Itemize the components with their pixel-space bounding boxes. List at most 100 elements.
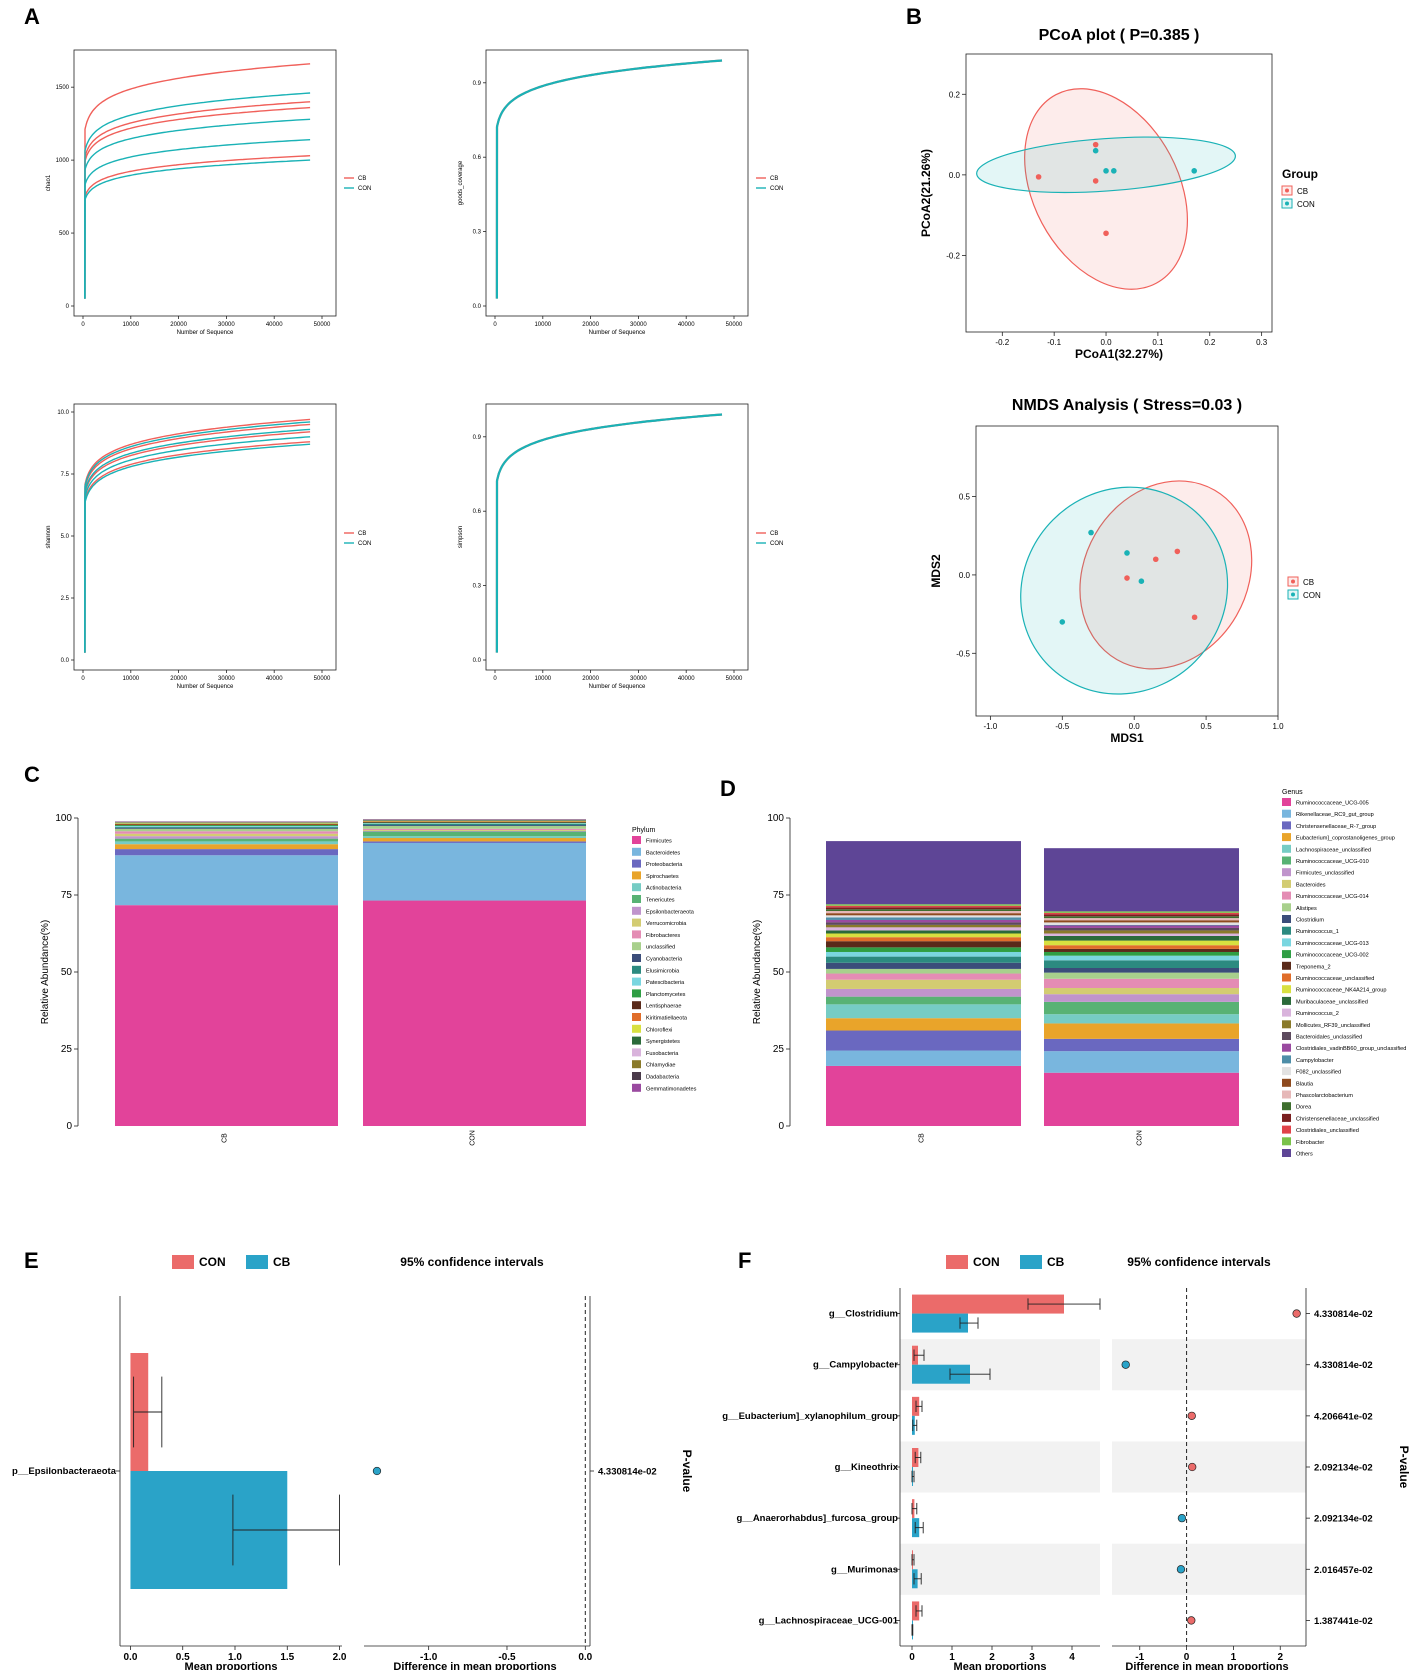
plot-frame [486,404,748,670]
legend-swatch [1282,810,1291,818]
legend-label-cb: CB [770,176,778,182]
legend-label: Bacteroidetes [646,850,680,856]
legend-swatch [1282,1102,1291,1110]
legend-swatch [1282,927,1291,935]
point-cb [1036,174,1042,180]
legend-swatch [632,836,641,844]
legend-label: Ruminococcaceae_UCG-014 [1296,894,1369,900]
legend-swatch [632,978,641,986]
legend-swatch [1282,845,1291,853]
bar-segment [826,915,1021,917]
point-con [1093,148,1099,154]
bar-segment [115,823,338,824]
legend-label: Muribaculaceae_unclassified [1296,999,1368,1005]
bar-segment [115,824,338,825]
x-tick-label: 1.0 [1272,722,1284,731]
bar-segment [826,925,1021,927]
point-con [1139,578,1145,584]
legend-swatch [632,989,641,997]
x-tick-label: 50000 [726,322,743,328]
ellipse-con [978,444,1270,736]
legend-label: Ruminococcaceae_NK4A214_group [1296,988,1387,994]
cb-curve [85,64,310,299]
y-tick-label: 0 [66,304,70,310]
bar-segment [1044,994,1239,1002]
category-label: g__Murimonas [831,1564,898,1575]
point-con [1103,168,1109,174]
legend-swatch-con [172,1255,194,1269]
legend-swatch [1282,857,1291,865]
plot-frame [486,50,748,316]
x-tick-label: 0.0 [1129,722,1141,731]
x-tick-label: 0.0 [1100,338,1112,347]
bar-segment [826,937,1021,941]
x-tick-label: 40000 [266,676,283,682]
con-curve [497,61,722,299]
legend-label: F082_unclassified [1296,1070,1341,1076]
legend-label-con: CON [1303,591,1321,600]
y-tick-label: 50 [773,967,785,978]
y-tick-label: 1000 [56,158,70,164]
panel-letter-c: C [24,762,40,787]
legend-swatch [1282,868,1291,876]
x-axis-label-left: Mean proportions [185,1661,278,1670]
category-label: g__Lachnospiraceae_UCG-001 [759,1615,899,1626]
bar-segment [115,827,338,828]
legend-label-con: CON [199,1255,226,1269]
legend-label: unclassified [646,945,675,951]
legend-swatch [1282,950,1291,958]
x-tick-label: 30000 [218,322,235,328]
legend-label: Alistipes [1296,906,1317,912]
legend-label: Treponema_2 [1296,964,1331,970]
bar-segment [1044,911,1239,913]
legend-swatch [632,907,641,915]
legend-swatch [1282,997,1291,1005]
bar-segment [363,824,586,825]
point-con [1111,168,1117,174]
bar-segment [115,849,338,855]
x-tick-label: CB [222,1133,229,1143]
legend-label: Ruminococcus_2 [1296,1011,1339,1017]
bar-segment [363,838,586,841]
legend-swatch [1282,1055,1291,1063]
bar-segment [1044,1014,1239,1023]
difference-point [1178,1514,1186,1522]
category-label: g__Campylobacter [813,1360,898,1371]
legend-swatch [632,966,641,974]
legend-label-con: CON [770,541,783,547]
legend-label-cb: CB [770,531,778,537]
y-tick-label: 2.5 [61,596,70,602]
bar-segment [363,829,586,830]
legend-label: Fusobacteria [646,1051,679,1057]
legend-label: Firmicutes_unclassified [1296,871,1354,877]
legend-label: Eubacterium]_coprostanoligenes_group [1296,836,1395,842]
x-tick-label: 50000 [726,676,743,682]
x-tick-label: 4 [1069,1652,1075,1663]
bar-segment [1044,925,1239,926]
ellipse-con [975,130,1237,200]
bar-segment [1044,922,1239,924]
point-cb [1175,549,1181,555]
legend-label: Ruminococcaceae_UCG-013 [1296,941,1369,947]
cb-curve [85,442,310,653]
ci-title: 95% confidence intervals [1127,1255,1271,1269]
x-tick-label: 50000 [314,676,331,682]
panel-letter-f: F [738,1248,751,1273]
x-tick-label: 2.0 [333,1652,347,1663]
legend-swatch [1282,962,1291,970]
bar-segment [826,911,1021,913]
legend-title: Group [1282,167,1318,181]
legend-label-con: CON [973,1255,1000,1269]
legend-swatch [1282,1079,1291,1087]
legend-label: Lachnospiraceae_unclassified [1296,847,1371,853]
x-tick-label: 10000 [122,676,139,682]
legend-label: Clostridium [1296,918,1324,924]
bar-segment [115,905,338,1126]
bar-segment [826,980,1021,989]
legend-swatch [632,1048,641,1056]
x-tick-label: 0 [81,676,85,682]
bar-segment [1044,952,1239,956]
bar-segment [363,841,586,843]
